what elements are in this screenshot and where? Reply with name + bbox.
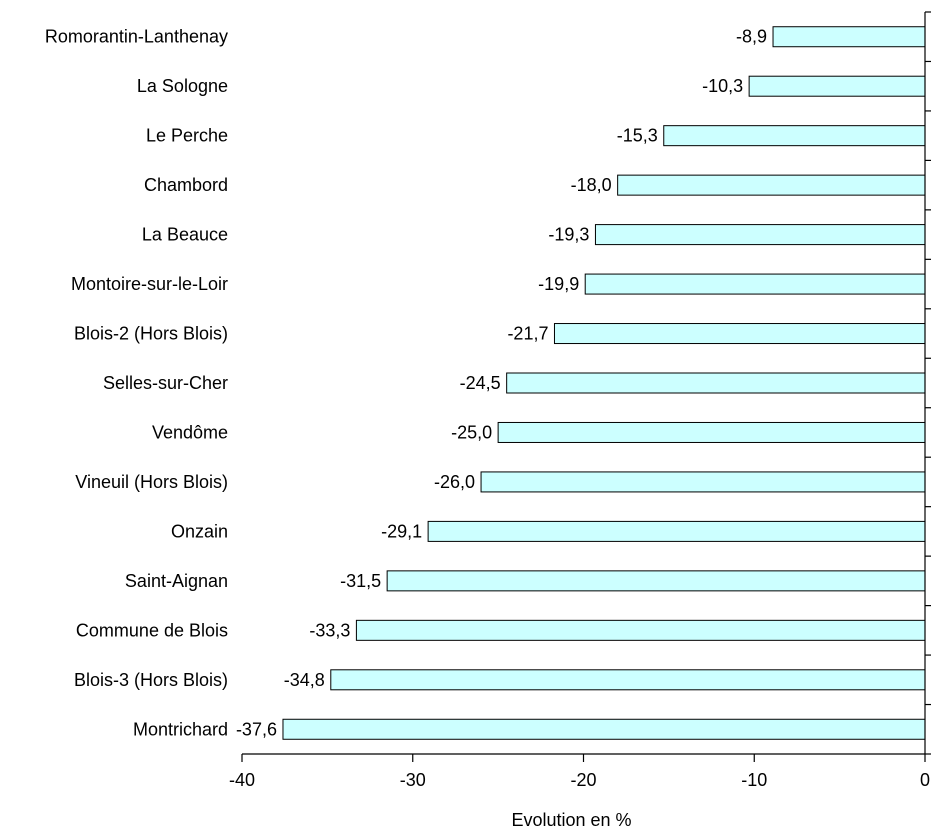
y-axis-ticks [925, 11, 931, 755]
category-label: Montoire-sur-le-Loir [71, 274, 228, 294]
x-tick-label: -30 [400, 770, 426, 790]
category-label: Saint-Aignan [125, 571, 228, 591]
value-label: -29,1 [381, 521, 422, 541]
value-label: -34,8 [284, 670, 325, 690]
category-label: Chambord [144, 175, 228, 195]
x-tick-label: -40 [229, 770, 255, 790]
value-label: -26,0 [434, 472, 475, 492]
category-label: La Beauce [142, 225, 228, 245]
category-label: Romorantin-Lanthenay [45, 27, 228, 47]
category-label: Vendôme [152, 422, 228, 442]
x-axis-title: Evolution en % [511, 810, 631, 830]
value-labels: -8,9 -10,3 -15,3 -18,0 -19,3 -19,9 -21,7 -24,5 -… [236, 27, 767, 740]
bar [330, 669, 926, 691]
bar [617, 174, 926, 196]
bar [497, 421, 926, 443]
value-label: -24,5 [460, 373, 501, 393]
bar [748, 75, 926, 97]
bar [506, 372, 926, 394]
value-label: -18,0 [571, 175, 612, 195]
category-label: Blois-2 (Hors Blois) [74, 324, 228, 344]
value-label: -31,5 [340, 571, 381, 591]
bar [663, 125, 926, 147]
value-label: -10,3 [702, 76, 743, 96]
x-tick-label: 0 [920, 770, 930, 790]
value-label: -19,9 [538, 274, 579, 294]
bar [386, 570, 926, 592]
value-label: -37,6 [236, 719, 277, 739]
value-label: -15,3 [617, 126, 658, 146]
bar [355, 619, 926, 641]
value-label: -25,0 [451, 422, 492, 442]
category-label: Commune de Blois [76, 620, 228, 640]
bar [480, 471, 926, 493]
category-labels: Romorantin-Lanthenay La Sologne Le Perche C… [45, 27, 228, 740]
value-label: -8,9 [736, 27, 767, 47]
category-label: Vineuil (Hors Blois) [75, 472, 228, 492]
bar [772, 26, 926, 48]
value-label: -33,3 [309, 620, 350, 640]
x-tick-label: -10 [741, 770, 767, 790]
bar [553, 323, 926, 345]
bar [584, 273, 926, 295]
category-label: Selles-sur-Cher [103, 373, 228, 393]
category-label: Onzain [171, 521, 228, 541]
x-axis-ticks: -40 -30 -20 -10 0 [229, 754, 930, 790]
category-label: La Sologne [137, 76, 228, 96]
x-tick-label: -20 [570, 770, 596, 790]
category-label: Blois-3 (Hors Blois) [74, 670, 228, 690]
category-label: Montrichard [133, 719, 228, 739]
bar [594, 224, 926, 246]
value-label: -21,7 [507, 324, 548, 344]
bar [427, 520, 926, 542]
bars-group [282, 26, 926, 740]
category-label: Le Perche [146, 126, 228, 146]
value-label: -19,3 [548, 225, 589, 245]
bar [282, 718, 926, 740]
